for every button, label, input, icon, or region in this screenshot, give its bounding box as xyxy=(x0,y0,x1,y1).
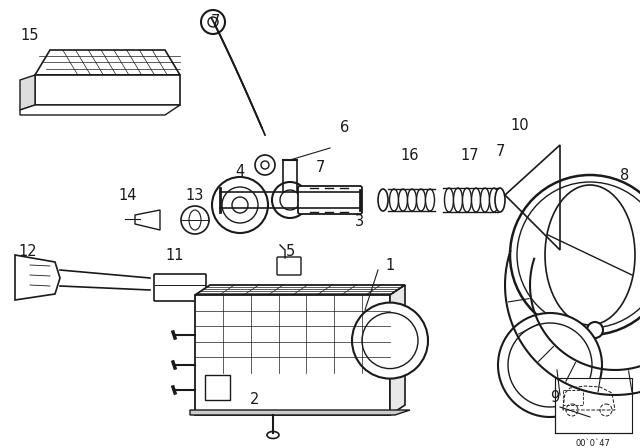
Circle shape xyxy=(212,177,268,233)
Text: 5: 5 xyxy=(285,245,294,259)
Text: 7: 7 xyxy=(316,160,324,176)
Text: 6: 6 xyxy=(340,121,349,135)
Polygon shape xyxy=(35,75,180,105)
Circle shape xyxy=(255,155,275,175)
Ellipse shape xyxy=(267,431,279,439)
Ellipse shape xyxy=(495,188,505,212)
Ellipse shape xyxy=(481,188,490,212)
Text: 4: 4 xyxy=(236,164,244,180)
Ellipse shape xyxy=(463,188,472,212)
Circle shape xyxy=(181,206,209,234)
Text: 17: 17 xyxy=(461,147,479,163)
Circle shape xyxy=(498,313,602,417)
Polygon shape xyxy=(20,105,180,115)
Ellipse shape xyxy=(472,188,481,212)
Polygon shape xyxy=(195,285,405,295)
Text: 11: 11 xyxy=(166,247,184,263)
Bar xyxy=(563,390,583,405)
Ellipse shape xyxy=(390,189,399,211)
Ellipse shape xyxy=(378,189,388,211)
Bar xyxy=(205,375,230,400)
FancyBboxPatch shape xyxy=(154,274,206,301)
Text: 16: 16 xyxy=(401,147,419,163)
Ellipse shape xyxy=(399,189,408,211)
Bar xyxy=(555,378,632,433)
Ellipse shape xyxy=(445,188,454,212)
Polygon shape xyxy=(20,75,35,110)
Polygon shape xyxy=(35,50,180,75)
Polygon shape xyxy=(390,285,405,415)
Text: 12: 12 xyxy=(19,245,37,259)
Polygon shape xyxy=(190,410,410,415)
Text: 7: 7 xyxy=(211,14,220,30)
Polygon shape xyxy=(15,255,60,300)
Text: 8: 8 xyxy=(620,168,630,182)
Ellipse shape xyxy=(417,189,426,211)
FancyBboxPatch shape xyxy=(277,257,301,275)
Circle shape xyxy=(352,302,428,379)
FancyBboxPatch shape xyxy=(298,186,362,214)
Polygon shape xyxy=(135,210,160,230)
Ellipse shape xyxy=(408,189,417,211)
Text: 9: 9 xyxy=(550,391,559,405)
Circle shape xyxy=(587,322,603,338)
Ellipse shape xyxy=(490,188,499,212)
Bar xyxy=(195,295,390,415)
Text: 14: 14 xyxy=(119,188,137,202)
Circle shape xyxy=(272,182,308,218)
Text: 13: 13 xyxy=(186,188,204,202)
Text: 2: 2 xyxy=(250,392,260,408)
Text: 15: 15 xyxy=(20,27,39,43)
Circle shape xyxy=(201,10,225,34)
Text: 00`0`47: 00`0`47 xyxy=(575,439,611,448)
Text: 10: 10 xyxy=(511,117,529,133)
Ellipse shape xyxy=(426,189,435,211)
Text: 7: 7 xyxy=(495,145,505,159)
Text: 3: 3 xyxy=(355,215,365,229)
Text: 1: 1 xyxy=(385,258,395,272)
Ellipse shape xyxy=(454,188,463,212)
